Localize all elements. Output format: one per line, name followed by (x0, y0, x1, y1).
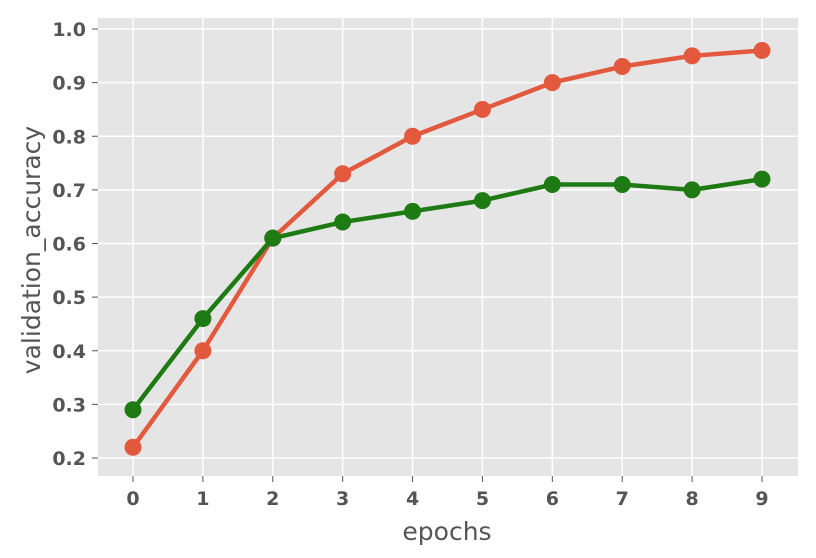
x-axis-ticks: 0 1 2 3 4 5 6 7 8 9 (126, 476, 769, 510)
data-point (473, 100, 491, 118)
x-tick-label: 1 (196, 488, 209, 510)
data-point (404, 202, 422, 220)
data-point (613, 58, 631, 76)
y-axis-ticks: 0.2 0.3 0.4 0.5 0.6 0.7 0.8 0.9 1.0 (52, 19, 98, 470)
y-tick-label: 0.6 (52, 234, 86, 256)
data-point (124, 438, 142, 456)
series-line (130, 176, 765, 412)
x-tick-label: 5 (476, 488, 489, 510)
data-point (124, 401, 142, 419)
x-tick-label: 3 (336, 488, 349, 510)
y-tick-label: 1.0 (52, 19, 86, 41)
data-point (194, 310, 212, 328)
x-axis-label: epochs (402, 517, 491, 546)
x-tick-label: 8 (685, 488, 698, 510)
x-tick-label: 6 (546, 488, 559, 510)
plot-area (98, 18, 798, 476)
data-point (404, 127, 422, 145)
x-tick-label: 0 (126, 488, 139, 510)
y-tick-label: 0.4 (52, 341, 86, 363)
data-point (683, 181, 701, 199)
y-tick-label: 0.9 (52, 73, 86, 95)
y-tick-label: 0.2 (52, 448, 86, 470)
y-tick-label: 0.8 (52, 126, 86, 148)
data-point (613, 176, 631, 194)
x-tick-label: 9 (755, 488, 768, 510)
y-tick-label: 0.7 (52, 180, 86, 202)
data-point (473, 192, 491, 210)
y-tick-label: 0.3 (52, 394, 86, 416)
x-tick-label: 4 (406, 488, 419, 510)
y-tick-label: 0.5 (52, 287, 86, 309)
data-point (264, 229, 282, 247)
series-group (124, 41, 771, 456)
x-tick-label: 2 (266, 488, 279, 510)
data-point (543, 74, 561, 92)
data-point (334, 165, 352, 183)
gridlines (98, 18, 798, 476)
data-point (334, 213, 352, 231)
data-point (194, 342, 212, 360)
series-2 (124, 170, 771, 419)
data-point (753, 41, 771, 59)
data-point (753, 170, 771, 188)
series-line (130, 48, 765, 450)
y-axis-label: validation_accuracy (17, 126, 46, 375)
data-point (683, 47, 701, 65)
x-tick-label: 7 (616, 488, 629, 510)
data-point (543, 176, 561, 194)
